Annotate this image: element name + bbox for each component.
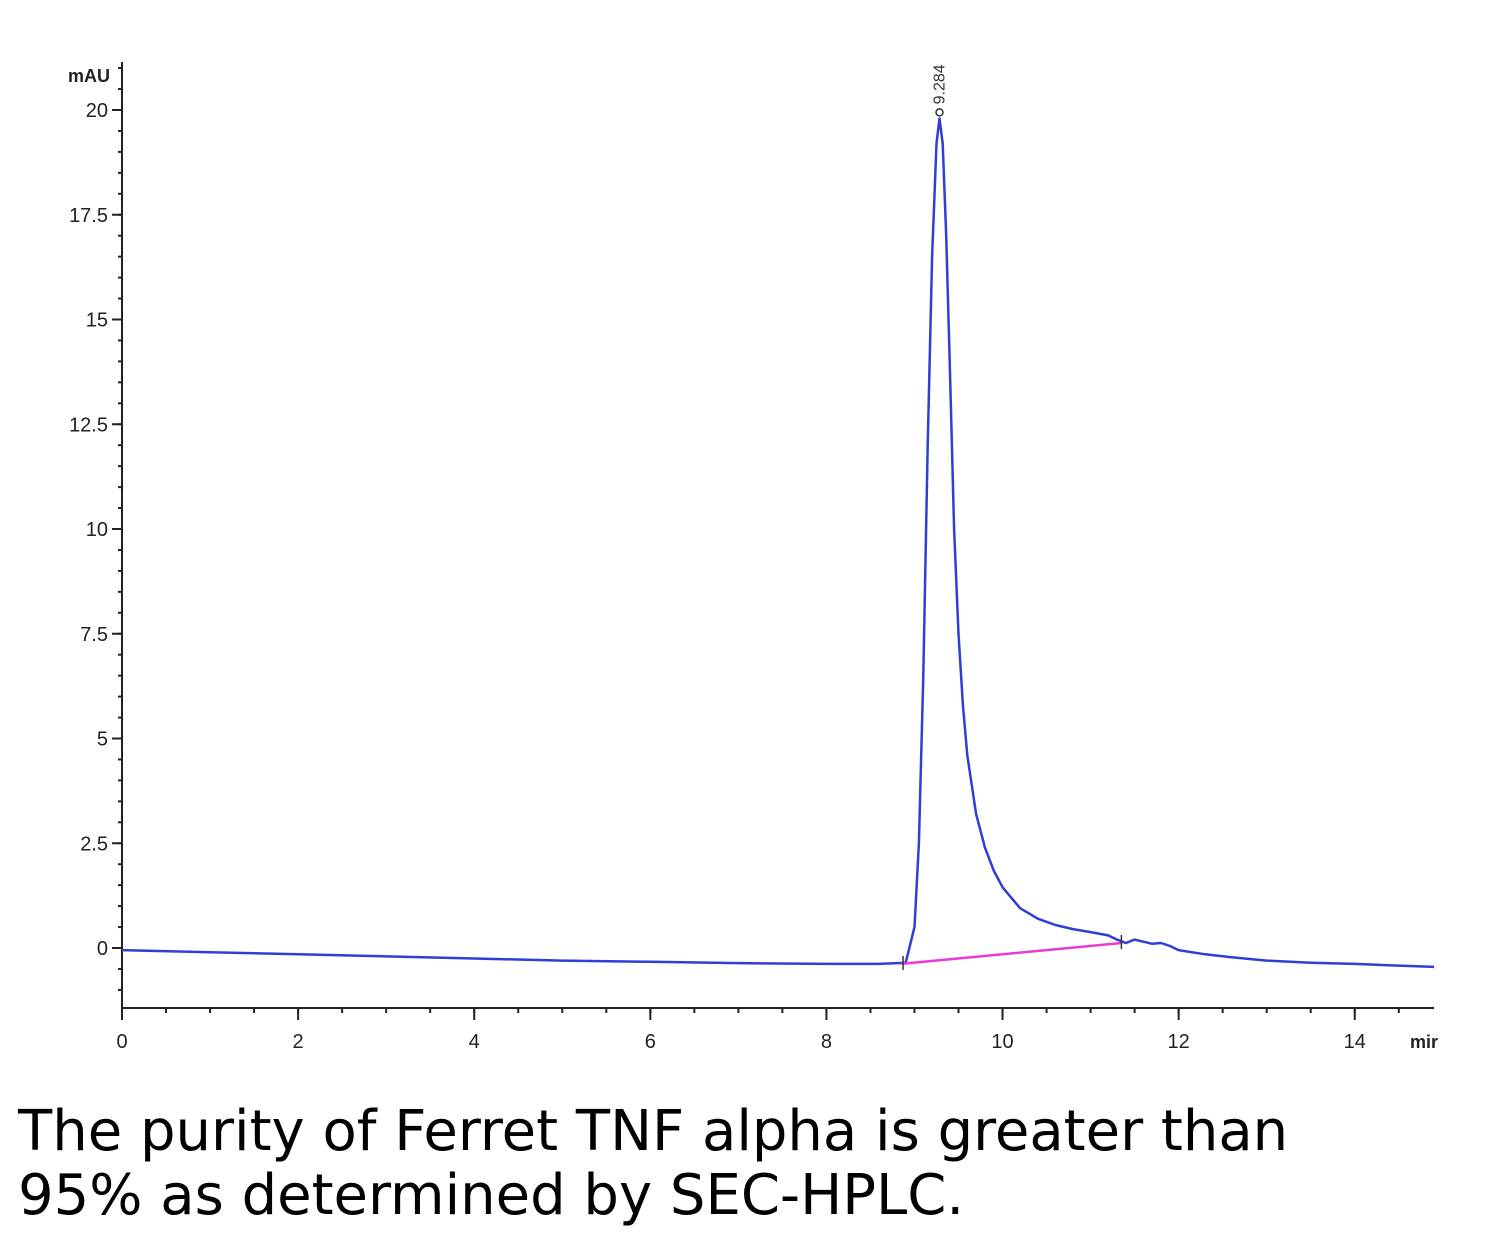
x-tick-label: 2: [293, 1031, 304, 1053]
x-tick-label: 4: [469, 1031, 480, 1053]
y-tick-label: 0: [97, 938, 108, 960]
x-tick-label: 10: [991, 1031, 1013, 1053]
peak-apex-marker: [935, 108, 944, 117]
y-tick-label: 7.5: [80, 624, 108, 646]
chromatogram-trace: [121, 117, 1435, 969]
y-tick-label: 12.5: [69, 414, 108, 436]
plot-area: 9.284: [121, 64, 1435, 970]
y-axis-unit-label: mAU: [68, 66, 110, 86]
caption-line-1: The purity of Ferret TNF alpha is greate…: [18, 1099, 1289, 1164]
y-axis: 0 2.5 5 7.5 10 12.5 15 17.5 20: [69, 62, 123, 1008]
x-tick-label: 14: [1344, 1031, 1366, 1053]
y-tick-label: 15: [86, 310, 108, 332]
x-tick-label: 12: [1168, 1031, 1190, 1053]
figure-caption: The purity of Ferret TNF alpha is greate…: [18, 1100, 1478, 1228]
y-tick-label: 20: [86, 100, 108, 122]
x-axis-unit-label: mir: [1410, 1032, 1438, 1052]
caption-line-2: 95% as determined by SEC-HPLC.: [18, 1163, 965, 1228]
x-tick-label: 6: [645, 1031, 656, 1053]
x-tick-label: 8: [821, 1031, 832, 1053]
y-tick-label: 10: [86, 519, 108, 541]
y-tick-label: 17.5: [69, 205, 108, 227]
x-axis: 0 2 4 6 8 10 12 14: [116, 1007, 1434, 1053]
y-tick-label: 2.5: [80, 833, 108, 855]
chromatogram-chart: 0 2.5 5 7.5 10 12.5 15 17.5 20 0 2 4 6 8 10 12 14 9.284…: [68, 62, 1438, 1053]
peak-retention-label: 9.284: [931, 64, 948, 104]
integration-baseline: [901, 941, 1122, 966]
x-tick-label: 0: [116, 1031, 127, 1053]
y-tick-label: 5: [97, 729, 108, 751]
